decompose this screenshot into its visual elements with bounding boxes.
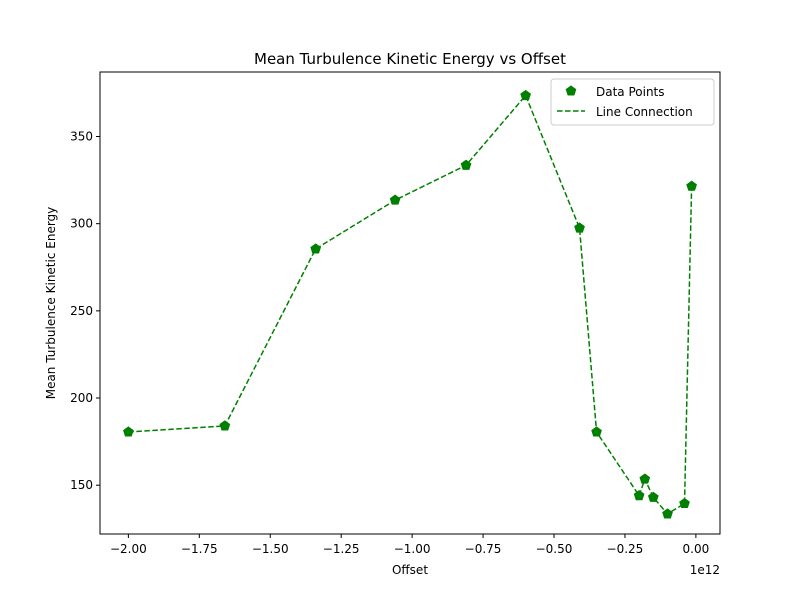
data-point	[662, 508, 673, 519]
chart-title: Mean Turbulence Kinetic Energy vs Offset	[254, 50, 566, 68]
x-tick-label: −1.50	[252, 542, 289, 556]
x-tick-label: −0.25	[607, 542, 644, 556]
data-point	[219, 420, 231, 431]
data-point	[686, 180, 697, 191]
data-point	[591, 426, 602, 437]
y-axis-ticks: 150 200 250 300 350	[70, 130, 100, 492]
x-tick-label: −1.00	[394, 542, 431, 556]
x-tick-label: −0.50	[536, 542, 573, 556]
legend-label-line-connection: Line Connection	[596, 105, 693, 119]
plot-area-frame	[99, 71, 721, 535]
data-point	[310, 243, 321, 254]
x-axis-ticks: −2.00 −1.75 −1.50 −1.25 −1.00 −0.75 −0.50 −0.25…	[110, 534, 709, 556]
data-point	[460, 159, 472, 170]
x-axis-offset-text: 1e12	[690, 563, 720, 577]
x-tick-label: −2.00	[110, 542, 147, 556]
data-point	[679, 497, 690, 509]
data-point	[639, 473, 651, 484]
data-point	[633, 490, 645, 501]
y-tick-label: 250	[70, 304, 93, 318]
y-tick-label: 300	[70, 217, 93, 231]
legend-box	[550, 78, 715, 126]
series-line-connection	[128, 94, 693, 515]
data-point	[389, 194, 401, 205]
x-tick-label: −0.75	[465, 542, 502, 556]
y-tick-label: 150	[70, 478, 93, 492]
y-tick-label: 200	[70, 391, 93, 405]
legend-label-data-points: Data Points	[596, 85, 665, 99]
legend: Data Points Line Connection	[550, 78, 715, 126]
y-axis-label: Mean Turbulence Kinetic Energy	[44, 207, 58, 400]
plot-lines	[128, 94, 693, 515]
x-tick-label: −1.25	[323, 542, 360, 556]
y-tick-label: 350	[70, 130, 93, 144]
x-axis-label: Offset	[392, 563, 428, 577]
plot-markers	[123, 89, 697, 519]
x-tick-label: 0.00	[683, 542, 710, 556]
data-point	[574, 222, 585, 233]
data-point	[123, 426, 134, 437]
data-point	[520, 89, 531, 101]
legend-marker-data-points	[565, 85, 577, 96]
data-point	[647, 491, 659, 502]
legend-marker-pentagon	[565, 85, 577, 96]
x-tick-label: −1.75	[181, 542, 218, 556]
